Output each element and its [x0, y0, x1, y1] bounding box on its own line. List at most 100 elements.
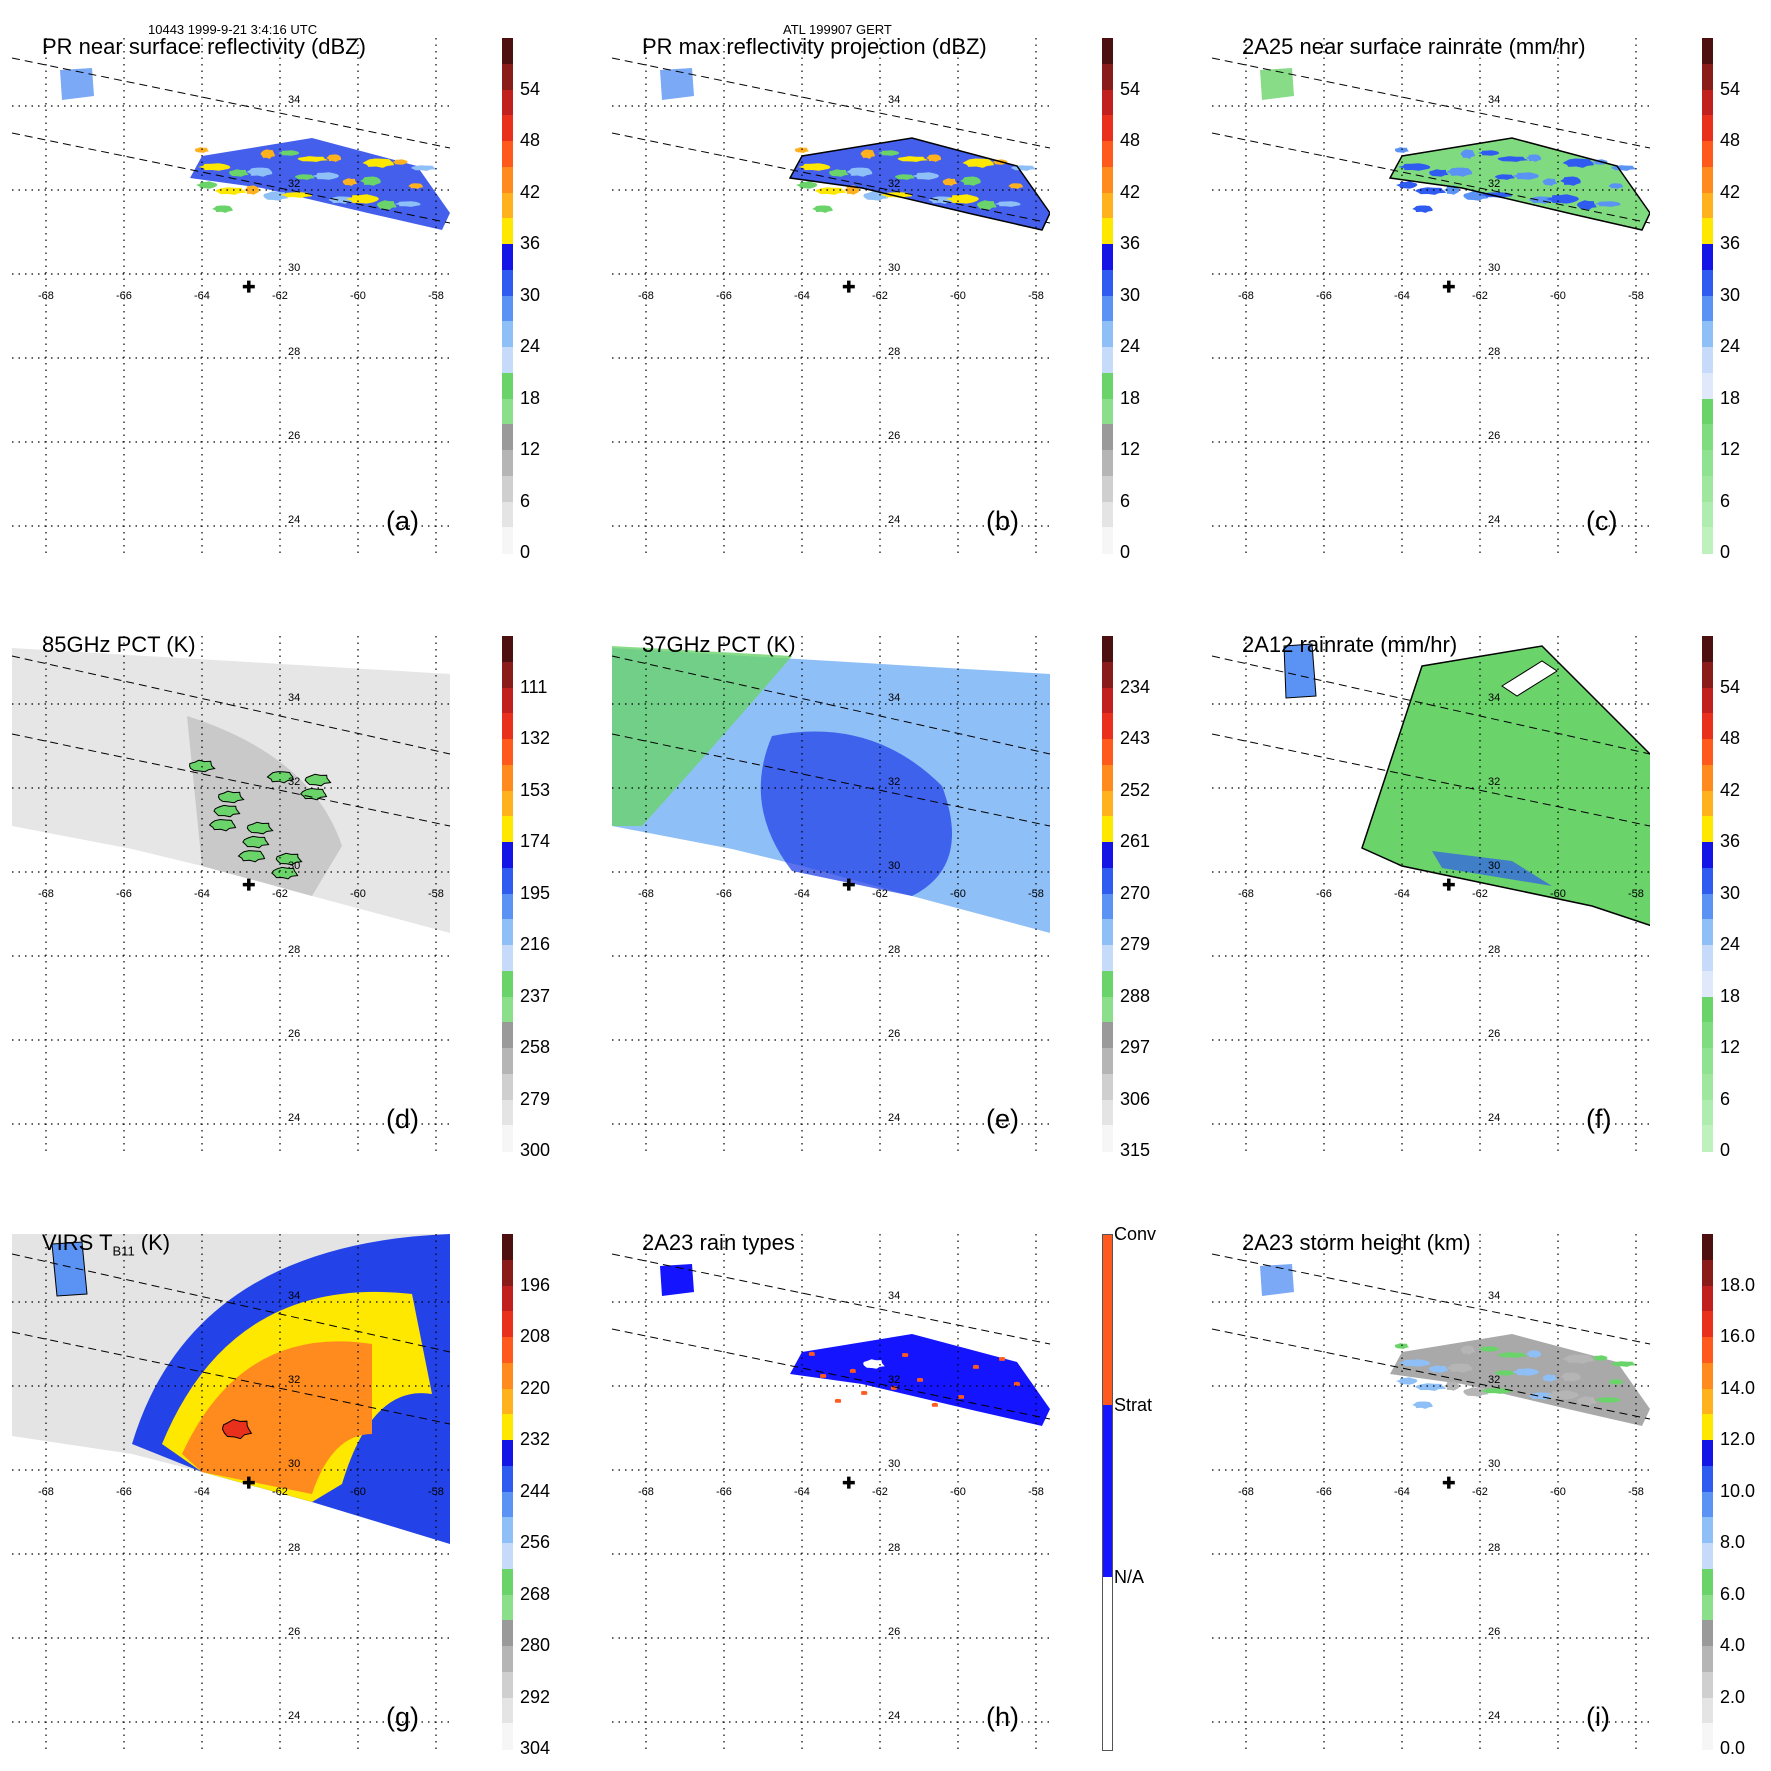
- rain-cell: [1460, 1345, 1476, 1355]
- colorbar-tick-label: 42: [520, 181, 541, 202]
- panel-f: -68 -66 -64 -62 -60 -58 34 32 30 28 26 24 2A12 rainr…: [1211, 632, 1771, 1160]
- rain-cell: [1512, 1368, 1540, 1376]
- colorbar-segment: [1102, 919, 1113, 946]
- map-plot: -68 -66 -64 -62 -60 -58 34 32 30 28 26 24: [11, 1234, 451, 1754]
- colorbar-tick-label: 208: [520, 1326, 551, 1346]
- colorbar-segment: [502, 1022, 513, 1049]
- lon-label: -64: [194, 888, 210, 900]
- lat-label: 32: [1488, 1374, 1500, 1386]
- panel-title: 2A23 storm height (km): [1242, 1230, 1471, 1255]
- colorbar-tick-label: 232: [520, 1429, 551, 1449]
- panel-label: (d): [386, 1104, 419, 1134]
- lon-label: -58: [1028, 1486, 1044, 1498]
- colorbar: 54 48 42 36 30 24 18 12 6 0: [1102, 38, 1192, 562]
- lat-label: 30: [1488, 860, 1500, 872]
- colorbar-segment: [1102, 996, 1113, 1023]
- rain-cell: [926, 154, 942, 162]
- colorbar-tick-label: 0: [520, 542, 531, 562]
- lon-label: -58: [428, 290, 444, 302]
- conv-cell: [1013, 1381, 1020, 1386]
- colorbar-tick-label: 153: [520, 779, 551, 800]
- colorbar-tick-label: 48: [1720, 728, 1741, 748]
- rain-cell: [1446, 167, 1473, 177]
- strat-area: [660, 1264, 694, 1296]
- lat-label: 28: [288, 1542, 300, 1554]
- colorbar-segment: [1102, 945, 1113, 972]
- colorbar-segment: [1102, 141, 1113, 168]
- rain-cell: [946, 194, 980, 204]
- conv-cell: [834, 1398, 842, 1403]
- colorbar-segment: [502, 893, 513, 920]
- colorbar-segment: [1702, 450, 1713, 477]
- rain-cell: [942, 178, 958, 186]
- colorbar-segment: [502, 1646, 513, 1673]
- colorbar-segment: [1702, 1414, 1713, 1441]
- lat-label: 26: [1488, 1028, 1500, 1040]
- colorbar-segment: [502, 1723, 513, 1750]
- colorbar-segment: [502, 996, 513, 1023]
- rain-cell: [860, 149, 876, 159]
- colorbar-segment: [502, 166, 513, 193]
- panel-title: VIRS TB11 (K): [42, 1230, 171, 1259]
- conv-cell: [931, 1402, 938, 1407]
- colorbar-segment: [502, 450, 513, 477]
- colorbar-segment: [1102, 1099, 1113, 1126]
- lat-label: 24: [288, 514, 300, 526]
- colorbar-tick-label: 244: [520, 1480, 551, 1501]
- colorbar: 54 48 42 36 30 24 18 12 6 0: [502, 38, 592, 562]
- lat-label: 24: [1488, 1112, 1500, 1124]
- rain-cell: [198, 163, 231, 171]
- rain-cell: [846, 167, 873, 177]
- colorbar-segment: [502, 790, 513, 817]
- colorbar-tick-label: 6: [1120, 490, 1131, 511]
- colorbar-segment: [1702, 1646, 1713, 1673]
- panel-g: -68 -66 -64 -62 -60 -58 34 32 30 28 26 24 VIRS TB11 …: [11, 1230, 600, 1758]
- colorbar-segment: [502, 141, 513, 168]
- colorbar-segment: [502, 1125, 513, 1152]
- colorbar-segment: [1702, 842, 1713, 869]
- conv-cell: [972, 1364, 979, 1369]
- colorbar: 54 48 42 36 30 24 18 12 6 0: [1702, 636, 1771, 1160]
- colorbar-segment: [502, 115, 513, 142]
- colorbar-segment: [1702, 115, 1713, 142]
- rain-cell: [312, 172, 340, 180]
- lat-label: 24: [888, 1710, 900, 1722]
- colorbar-segment: [1702, 218, 1713, 245]
- colorbar-tick-label: 6: [1720, 1088, 1731, 1109]
- colorbar: 18.0 16.0 14.0 12.0 10.0 8.0 6.0 4.0 2.0 0.0: [1702, 1234, 1771, 1758]
- colorbar-tick-label: 279: [1120, 934, 1151, 954]
- lon-label: -60: [1550, 1486, 1566, 1498]
- colorbar-tick-label: 195: [520, 882, 551, 903]
- colorbar-tick-label: 2.0: [1720, 1686, 1746, 1707]
- colorbar-segment: [1702, 527, 1713, 554]
- colorbar-segment: [1702, 893, 1713, 920]
- colorbar-tick-label: 268: [520, 1583, 551, 1604]
- colorbar-segment: [1702, 1337, 1713, 1364]
- colorbar-tick-label: 237: [520, 985, 551, 1006]
- colorbar-segment: [1102, 687, 1113, 714]
- colorbar-segment: [1702, 816, 1713, 843]
- lon-label: -62: [272, 290, 288, 302]
- rain-cell: [1398, 1359, 1431, 1367]
- colorbar-segment: [1702, 372, 1713, 399]
- conv-cell: [808, 1351, 815, 1356]
- rain-cell: [1594, 201, 1621, 207]
- colorbar-segment: [502, 295, 513, 322]
- map-plot: -68 -66 -64 -62 -60 -58 34 32 30 28 26 24: [611, 38, 1051, 558]
- colorbar-segment: [1102, 739, 1113, 766]
- tb-cell: [266, 771, 295, 784]
- colorbar-segment: [1702, 996, 1713, 1023]
- colorbar-segment: [502, 89, 513, 116]
- colorbar-segment: [502, 398, 513, 425]
- lon-label: -58: [428, 1486, 444, 1498]
- colorbar-segment: [502, 1337, 513, 1364]
- category-label: N/A: [1114, 1566, 1145, 1587]
- lat-label: 34: [1488, 94, 1500, 106]
- rain-cell: [346, 194, 380, 204]
- colorbar-segment: [502, 1440, 513, 1467]
- lon-label: -64: [1394, 1486, 1410, 1498]
- colorbar-segment: [1702, 1388, 1713, 1415]
- colorbar-segment: [502, 63, 513, 90]
- colorbar-tick-label: 36: [520, 233, 541, 253]
- rain-cell: [1494, 1370, 1515, 1376]
